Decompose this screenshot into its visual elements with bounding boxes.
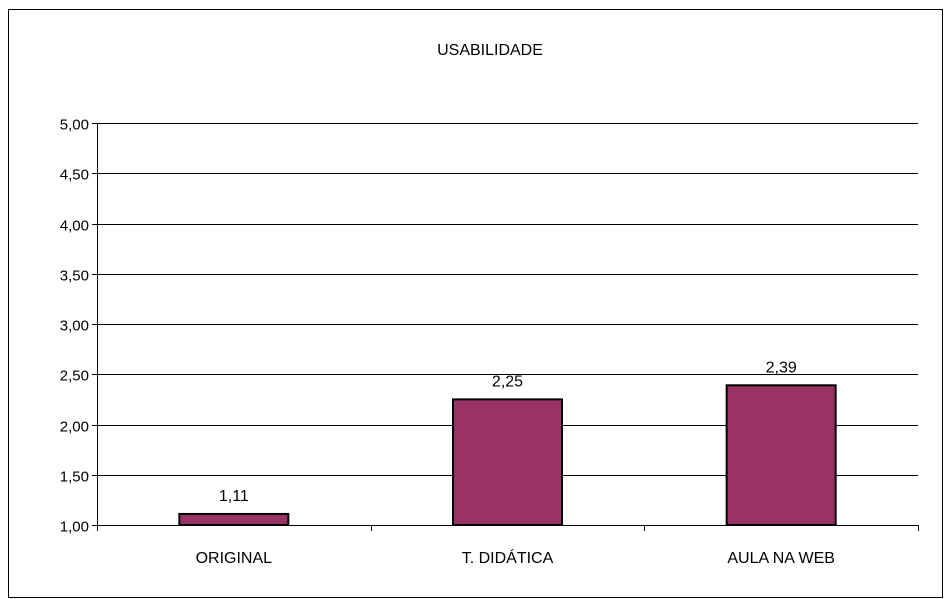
y-tick-label: 1,00 <box>60 519 89 536</box>
axes <box>92 123 919 531</box>
category-label: T. DIDÁTICA <box>462 548 554 567</box>
value-labels: 1,11 2,25 2,39 <box>219 359 797 505</box>
y-tick-label: 4,00 <box>60 218 89 235</box>
y-axis-tick-labels: 1,00 1,50 2,00 2,50 3,00 3,50 4,00 4,50 5,00 <box>60 117 89 536</box>
y-tick-label: 5,00 <box>60 117 89 134</box>
y-tick-label: 2,50 <box>60 368 89 385</box>
bar-value-label: 2,25 <box>492 373 523 390</box>
category-label: ORIGINAL <box>196 550 273 567</box>
y-tick-label: 4,50 <box>60 167 89 184</box>
bar-value-label: 1,11 <box>219 488 249 505</box>
bar-2 <box>452 398 563 526</box>
category-label: AULA NA WEB <box>727 550 835 567</box>
chart-title: USABILIDADE <box>437 42 543 59</box>
y-tick-label: 2,00 <box>60 419 89 436</box>
bar-1 <box>178 512 290 527</box>
bar-value-label: 2,39 <box>766 359 797 376</box>
bar-3 <box>725 384 837 526</box>
y-tick-label: 1,50 <box>60 469 89 486</box>
bars <box>178 384 837 527</box>
y-tick-label: 3,50 <box>60 268 89 285</box>
x-axis-tick-labels: ORIGINAL T. DIDÁTICA AULA NA WEB <box>196 548 835 567</box>
y-tick-label: 3,00 <box>60 318 89 335</box>
